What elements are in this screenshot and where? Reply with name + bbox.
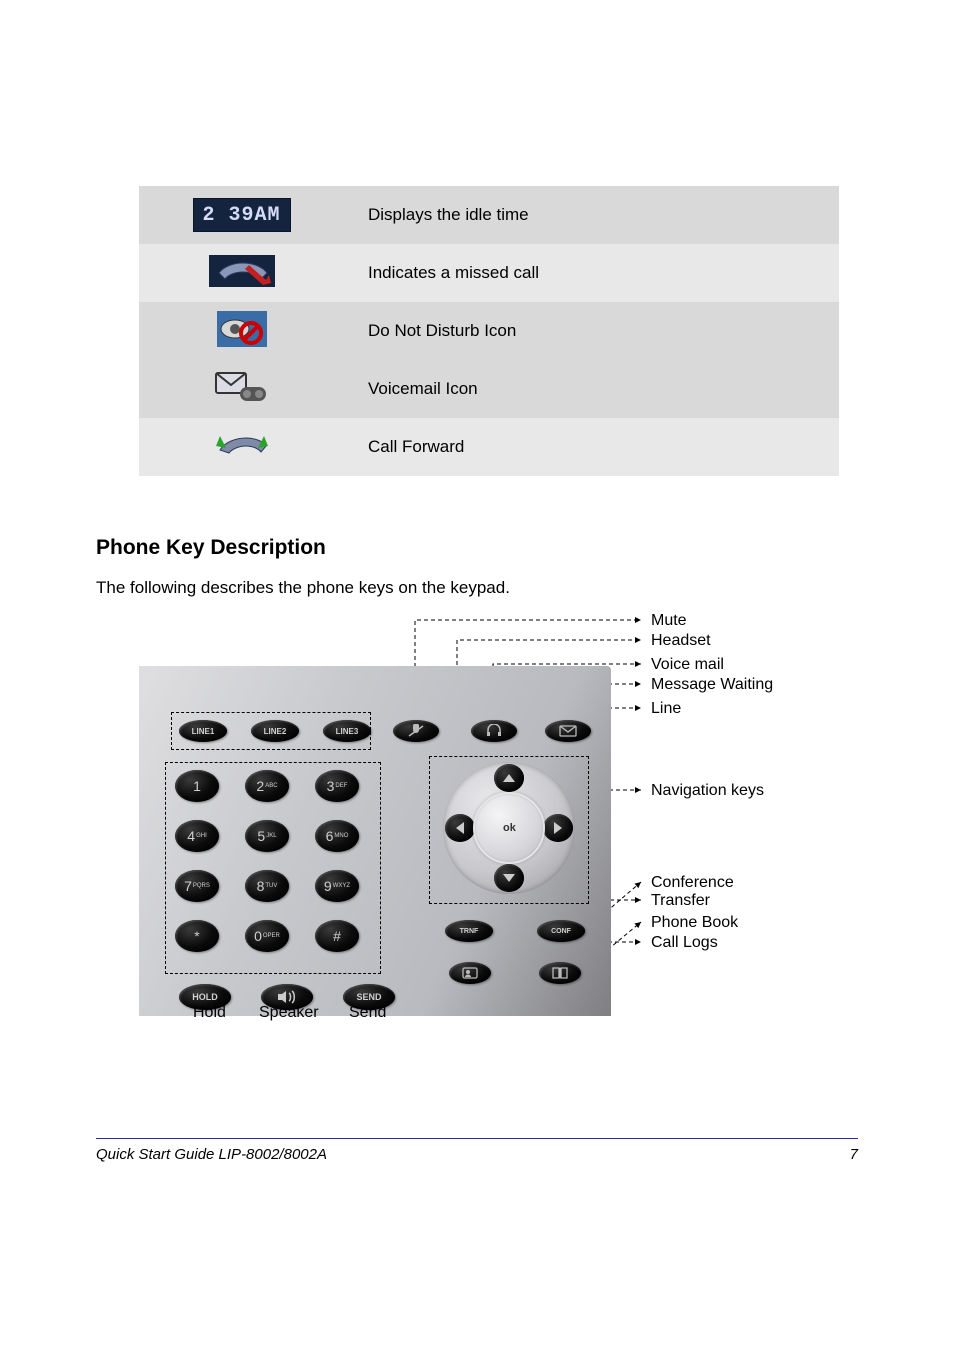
nav-left-button [445, 814, 475, 842]
callout-label: Speaker [259, 1004, 319, 1022]
dial-key-9: 9WXYZ [315, 870, 359, 902]
icon-cell [139, 360, 344, 418]
dial-key-7: 7PQRS [175, 870, 219, 902]
icon-row: 2 39AM Displays the idle time [139, 186, 839, 244]
dial-key-#: # [315, 920, 359, 952]
vm-icon [214, 369, 270, 405]
icon-cell [139, 244, 344, 302]
nav-down-button [494, 864, 524, 892]
icon-description: Voicemail Icon [344, 360, 839, 418]
dial-key-*: * [175, 920, 219, 952]
page: 2 39AM Displays the idle timeIndicates a … [0, 0, 954, 1351]
icon-cell: 2 39AM [139, 186, 344, 244]
section-lead: The following describes the phone keys o… [96, 578, 858, 598]
section-title: Phone Key Description [96, 536, 858, 560]
dial-key-1: 1 [175, 770, 219, 802]
nav-right-button [543, 814, 573, 842]
content-area: 2 39AM Displays the idle timeIndicates a … [96, 0, 858, 1016]
icon-description: Displays the idle time [344, 186, 839, 244]
callout-label: Navigation keys [651, 782, 764, 800]
dial-key-3: 3DEF [315, 770, 359, 802]
footer-rule [96, 1138, 858, 1139]
dial-key-0: 0OPER [245, 920, 289, 952]
icon-row: Indicates a missed call [139, 244, 839, 302]
clock-icon: 2 39AM [193, 198, 291, 232]
callout-label: Call Logs [651, 934, 718, 952]
callout-label: Headset [651, 632, 711, 650]
icon-row: Do Not Disturb Icon [139, 302, 839, 360]
callout-label: Hold [193, 1004, 226, 1022]
keypad-figure: LINE1LINE2LINE3 12ABC3DEF4GHI5JKL6MNO7PQ… [139, 618, 839, 1016]
running-footer: Quick Start Guide LIP-8002/8002A [96, 1146, 327, 1163]
line-group-box [171, 712, 371, 750]
callout-label: Line [651, 700, 681, 718]
icon-row: Voicemail Icon [139, 360, 839, 418]
nav-up-button [494, 764, 524, 792]
missed-icon [209, 255, 275, 287]
callout-label: Voice mail [651, 656, 724, 674]
mute-button [393, 720, 439, 742]
icon-row: Call Forward [139, 418, 839, 476]
icon-description: Indicates a missed call [344, 244, 839, 302]
icon-description: Do Not Disturb Icon [344, 302, 839, 360]
keypad-photo: LINE1LINE2LINE3 12ABC3DEF4GHI5JKL6MNO7PQ… [139, 666, 611, 1016]
callout-label: Conference [651, 874, 734, 892]
callout-label: Transfer [651, 892, 710, 910]
callout-label: Phone Book [651, 914, 738, 932]
voicemail-button [545, 720, 591, 742]
page-number: 7 [850, 1146, 858, 1163]
icon-description: Call Forward [344, 418, 839, 476]
dial-key-5: 5JKL [245, 820, 289, 852]
dial-key-6: 6MNO [315, 820, 359, 852]
nav-ok-label: ok [503, 822, 516, 834]
dnd-icon [217, 311, 267, 347]
headset-button [471, 720, 517, 742]
phonebook-button [539, 962, 581, 984]
icon-cell [139, 418, 344, 476]
callout-label: Mute [651, 612, 687, 630]
dial-key-4: 4GHI [175, 820, 219, 852]
dial-key-8: 8TUV [245, 870, 289, 902]
call-logs-button [449, 962, 491, 984]
nav-wheel: ok [443, 762, 575, 894]
callout-label: Message Waiting [651, 676, 773, 694]
conference-button: CONF [537, 920, 585, 942]
icon-description-table: 2 39AM Displays the idle timeIndicates a … [139, 186, 839, 476]
dial-key-2: 2ABC [245, 770, 289, 802]
icon-cell [139, 302, 344, 360]
callout-label: Send [349, 1004, 386, 1022]
fwd-icon [214, 430, 270, 460]
transfer-button: TRNF [445, 920, 493, 942]
